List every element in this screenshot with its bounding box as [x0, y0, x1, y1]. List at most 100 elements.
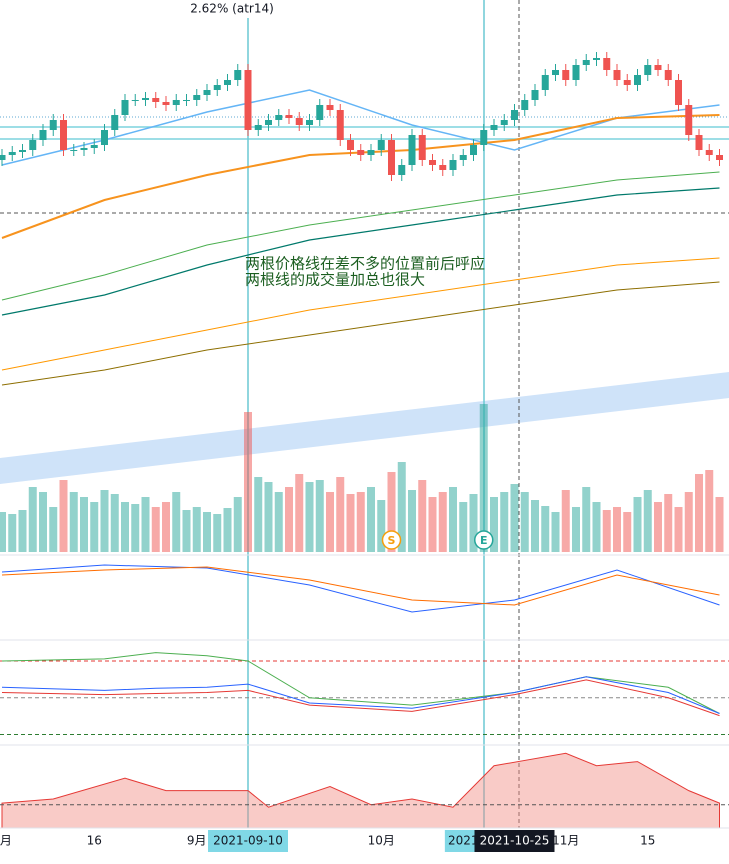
x-tick-label: 16 — [87, 834, 102, 848]
candle-body — [603, 58, 611, 70]
volume-bar — [613, 507, 621, 552]
x-tick-label: 10月 — [368, 834, 395, 848]
volume-bar — [346, 494, 355, 552]
moving-average — [1, 171, 720, 301]
oscillator-line — [1, 679, 720, 717]
volume-bar — [623, 512, 632, 552]
candle-body — [613, 70, 621, 80]
volume-bar — [8, 514, 17, 552]
volume-bar — [356, 492, 365, 552]
volume-bar — [705, 470, 714, 552]
candle-body — [347, 140, 354, 150]
annotation: 两根价格线在差不多的位置前后呼应 — [245, 255, 485, 273]
volume-bar — [684, 492, 693, 552]
volume-bar — [582, 487, 591, 552]
volume-bar — [295, 474, 304, 552]
volume-bar — [643, 490, 652, 552]
volume-bar — [326, 492, 334, 552]
area — [1, 752, 720, 829]
candle-body — [101, 130, 108, 145]
volume-bar — [131, 504, 140, 552]
candle-body — [0, 155, 6, 160]
candle-body — [552, 70, 559, 75]
volume-bar — [264, 482, 273, 552]
candle-body — [367, 150, 375, 155]
candle-body — [39, 130, 47, 140]
volume-bar — [151, 507, 160, 552]
candle-body — [695, 135, 703, 150]
candle-body — [265, 120, 272, 125]
candle-body — [388, 140, 395, 175]
volume-bar — [233, 497, 242, 552]
oscillator-line — [1, 676, 720, 714]
volume-bar — [141, 497, 150, 552]
candle-body — [306, 120, 313, 125]
volume-bar — [397, 462, 406, 552]
volume-bar — [121, 502, 129, 552]
x-label-box — [208, 830, 288, 852]
candle-body — [705, 150, 713, 155]
volume-bar — [254, 477, 263, 552]
volume-bar — [449, 487, 457, 552]
volume-bar — [377, 500, 386, 552]
volume-bar — [59, 480, 68, 552]
candle-body — [654, 65, 662, 70]
candle-body — [326, 105, 334, 110]
candle-body — [336, 110, 344, 140]
candle-body — [285, 115, 293, 118]
volume-bar — [490, 497, 498, 552]
candle-body — [439, 165, 447, 170]
candle-body — [541, 75, 549, 90]
x-tick-label: 2021 — [448, 834, 479, 848]
volume-bar — [100, 490, 109, 552]
moving-average — [1, 281, 720, 386]
moving-average — [1, 257, 720, 371]
volume-bar — [387, 472, 396, 552]
candle-body — [111, 115, 119, 130]
candle-body — [49, 120, 57, 130]
candle-body — [19, 150, 26, 152]
volume-bar — [438, 492, 447, 552]
volume-bar — [90, 502, 99, 552]
moving-average — [1, 89, 720, 166]
volume-bar — [315, 480, 324, 552]
candle-body — [418, 135, 426, 160]
volume-bar — [408, 490, 416, 552]
volume-bar — [551, 512, 560, 552]
candle-body — [90, 145, 98, 148]
volume-bar — [285, 487, 293, 552]
candle-body — [152, 98, 160, 102]
candle-body — [316, 105, 324, 120]
volume-bar — [500, 492, 509, 552]
volume-bar — [182, 510, 191, 552]
candle-body — [429, 160, 436, 165]
candle-body — [203, 90, 211, 95]
candle-body — [716, 155, 723, 160]
candle-body — [623, 80, 631, 85]
volume-bar — [213, 514, 222, 552]
marker — [381, 530, 402, 550]
candle-body — [224, 80, 231, 85]
candle-body — [685, 105, 693, 135]
candle-body — [295, 118, 303, 125]
volume-bar — [305, 482, 314, 552]
x-label-box — [474, 830, 555, 852]
volume-bar — [18, 510, 27, 552]
candle-body — [531, 90, 539, 100]
candle-body — [131, 100, 139, 101]
volume-bar — [695, 474, 703, 552]
candle-body — [377, 140, 385, 150]
candle-body — [500, 120, 508, 125]
volume-bar — [80, 497, 88, 552]
candle-body — [644, 65, 652, 75]
moving-average — [1, 187, 720, 316]
volume-bar — [336, 477, 345, 552]
candle-body — [480, 130, 488, 145]
candle-body — [142, 98, 149, 100]
cloud-band — [0, 372, 729, 484]
volume-bar — [244, 412, 252, 552]
volume-bar — [592, 502, 601, 552]
volume-bar — [633, 497, 642, 552]
candle-body — [121, 100, 129, 115]
